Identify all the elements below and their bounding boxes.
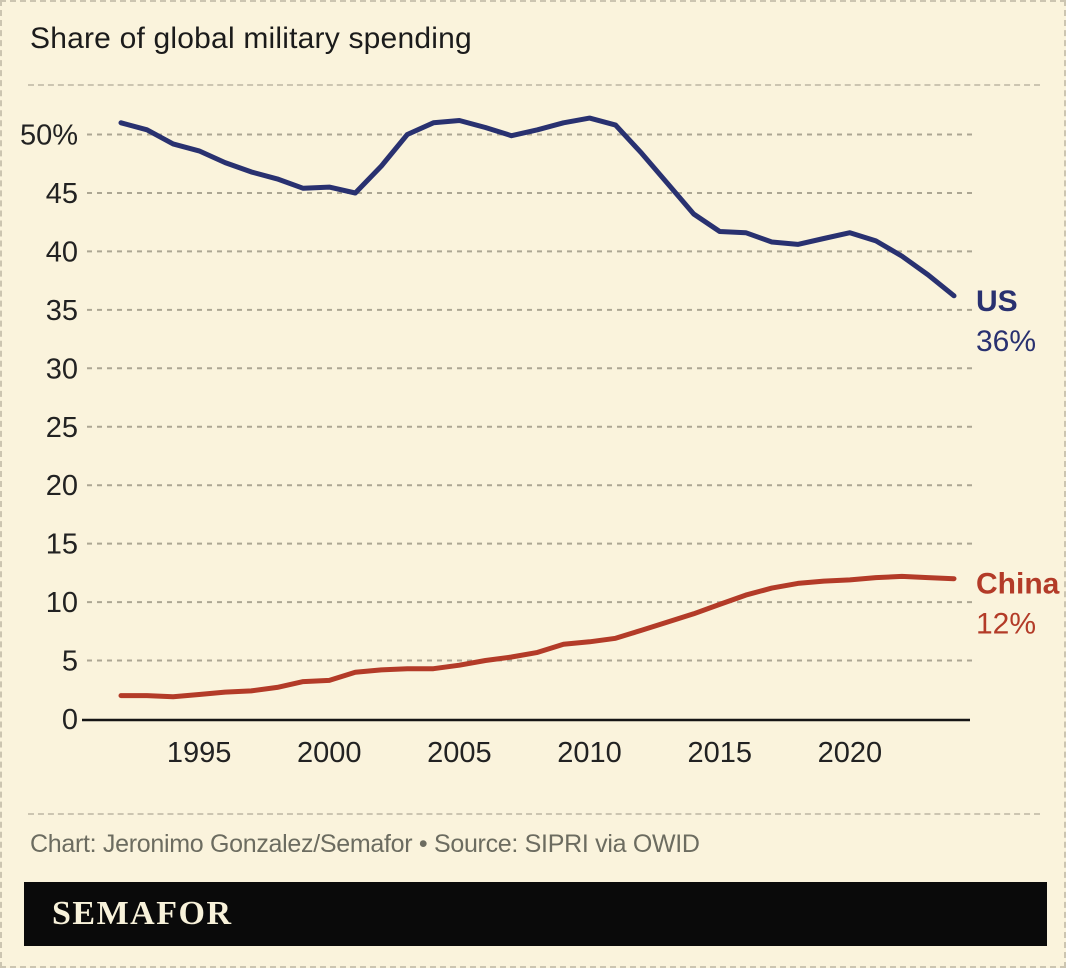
x-axis-tick-label: 2015 xyxy=(687,737,752,769)
y-axis-tick-label: 0 xyxy=(62,704,78,736)
y-axis-tick-label: 10 xyxy=(46,587,78,619)
chart-title: Share of global military spending xyxy=(30,22,472,55)
y-axis-tick-label: 45 xyxy=(46,178,78,210)
china-end-value-label: 12% xyxy=(976,608,1036,641)
x-axis-tick-label: 2010 xyxy=(557,737,622,769)
y-axis-tick-label: 30 xyxy=(46,353,78,385)
x-axis-tick-label: 2020 xyxy=(818,737,883,769)
y-axis-tick-label: 20 xyxy=(46,470,78,502)
y-axis-tick-label: 25 xyxy=(46,412,78,444)
x-axis-tick-label: 1995 xyxy=(167,737,232,769)
line-chart: 0 5 10 15 20 25 30 35 40 45 50% 1995 2000 2005 2010 201… xyxy=(20,115,1060,769)
title-divider xyxy=(28,84,1040,86)
semafor-wordmark: SEMAFOR xyxy=(52,895,233,932)
china-series-label: China xyxy=(976,568,1060,601)
x-axis-tick-label: 2000 xyxy=(297,737,362,769)
attribution-text: Chart: Jeronimo Gonzalez/Semafor • Sourc… xyxy=(30,830,700,858)
x-axis-tick-label: 2005 xyxy=(427,737,492,769)
y-axis-tick-label: 5 xyxy=(62,646,78,678)
y-axis-tick-label: 50% xyxy=(20,120,78,152)
y-axis-tick-label: 15 xyxy=(46,529,78,561)
us-end-value-label: 36% xyxy=(976,325,1036,358)
us-line xyxy=(118,115,957,299)
semafor-logo-bar: SEMAFOR xyxy=(24,882,1047,946)
us-series-label: US xyxy=(976,285,1018,318)
china-line xyxy=(118,573,957,700)
footer-divider xyxy=(28,813,1040,815)
y-axis-tick-label: 40 xyxy=(46,236,78,268)
y-axis-tick-label: 35 xyxy=(46,295,78,327)
